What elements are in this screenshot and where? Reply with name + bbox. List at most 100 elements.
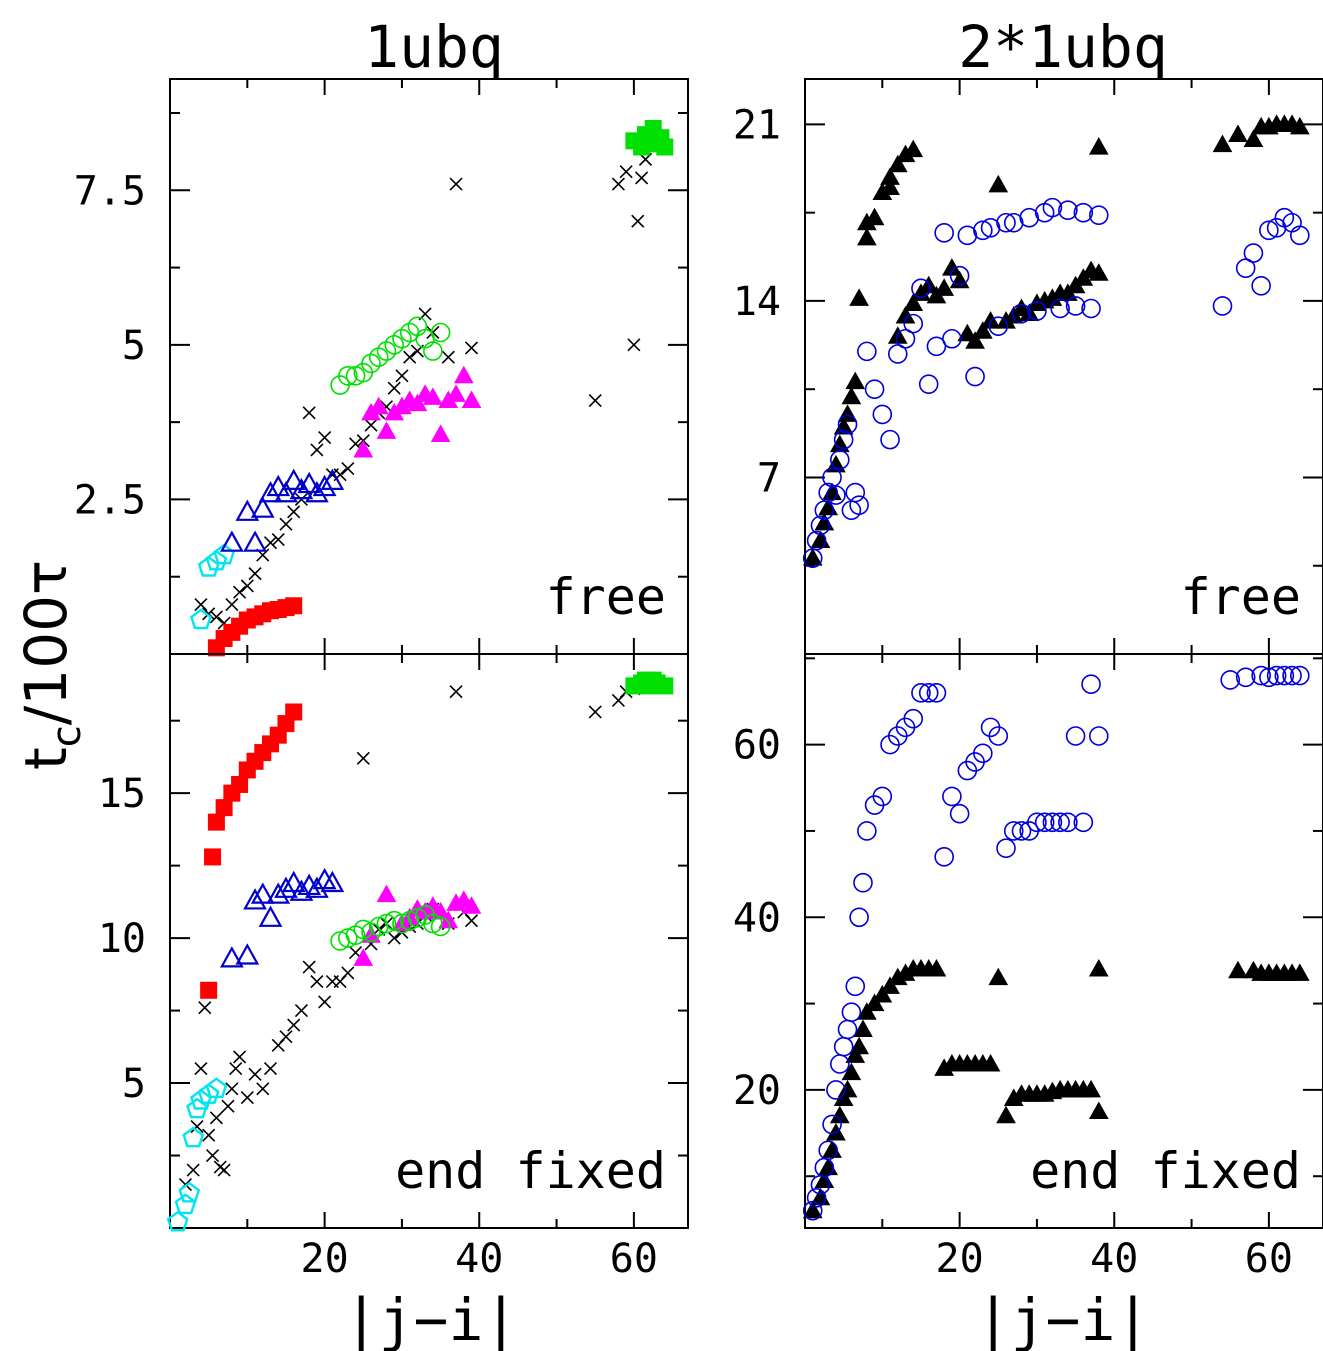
y-tick-label: 5 bbox=[122, 323, 146, 369]
data-point bbox=[430, 424, 451, 443]
data-point bbox=[1073, 202, 1094, 223]
data-point bbox=[289, 879, 314, 901]
data-point bbox=[849, 288, 869, 306]
data-point bbox=[1081, 298, 1101, 319]
data-point bbox=[189, 1088, 212, 1110]
data-point bbox=[464, 341, 479, 355]
data-point bbox=[243, 888, 267, 910]
data-point bbox=[864, 379, 885, 399]
data-point bbox=[864, 207, 885, 226]
data-point bbox=[841, 1002, 862, 1023]
data-point bbox=[903, 708, 924, 729]
data-point bbox=[263, 1061, 278, 1076]
data-point bbox=[190, 1119, 204, 1134]
data-point bbox=[903, 293, 924, 311]
data-point bbox=[1235, 258, 1256, 278]
data-point bbox=[1065, 726, 1086, 746]
data-point bbox=[802, 548, 823, 566]
x-tick-label: 40 bbox=[1090, 1236, 1138, 1282]
data-point bbox=[449, 685, 463, 699]
data-point bbox=[368, 347, 389, 368]
y-tick-label: 40 bbox=[733, 895, 781, 941]
y-axis-label-main: t bbox=[12, 747, 80, 770]
data-point bbox=[194, 597, 208, 612]
data-point bbox=[887, 154, 908, 173]
data-point bbox=[872, 984, 893, 1003]
data-point bbox=[320, 870, 345, 893]
data-point bbox=[202, 1128, 216, 1142]
data-point bbox=[1235, 667, 1256, 688]
series-7 bbox=[625, 119, 674, 156]
data-point bbox=[837, 1079, 858, 1098]
data-point bbox=[376, 421, 397, 439]
data-point bbox=[285, 703, 303, 721]
title-left: 1ubq bbox=[364, 13, 504, 81]
data-point bbox=[248, 567, 262, 581]
data-point bbox=[1251, 275, 1271, 296]
data-point bbox=[1251, 665, 1271, 686]
data-point bbox=[1266, 217, 1287, 238]
data-point bbox=[194, 1061, 208, 1076]
data-point bbox=[423, 913, 443, 934]
x-axis-label-right: |j−i| bbox=[976, 1286, 1151, 1351]
data-point bbox=[1050, 298, 1070, 319]
series-1 bbox=[194, 128, 656, 630]
data-point bbox=[353, 919, 374, 940]
data-point bbox=[856, 227, 877, 246]
data-point bbox=[837, 1019, 858, 1040]
data-point bbox=[656, 138, 674, 156]
data-point bbox=[810, 515, 831, 536]
data-point bbox=[217, 1163, 231, 1177]
data-point bbox=[1259, 667, 1279, 688]
data-point bbox=[942, 786, 962, 807]
data-point bbox=[988, 316, 1009, 336]
data-point bbox=[996, 1105, 1016, 1124]
data-point bbox=[631, 214, 645, 228]
data-point bbox=[918, 374, 939, 394]
data-point bbox=[619, 165, 633, 179]
data-point bbox=[1019, 207, 1040, 228]
data-point bbox=[588, 705, 602, 719]
data-point bbox=[818, 482, 838, 503]
data-point bbox=[980, 217, 1001, 238]
data-point bbox=[430, 916, 451, 937]
x-tick-label: 40 bbox=[455, 1236, 503, 1282]
data-point bbox=[384, 910, 405, 931]
data-point bbox=[430, 322, 451, 343]
panel-label: end fixed bbox=[1030, 1142, 1301, 1200]
data-point bbox=[826, 485, 846, 505]
data-point bbox=[186, 1163, 200, 1177]
data-point bbox=[872, 786, 893, 807]
data-point bbox=[806, 1187, 827, 1208]
data-point bbox=[1003, 821, 1024, 841]
data-point bbox=[438, 910, 459, 929]
data-point bbox=[853, 872, 873, 893]
data-point bbox=[1027, 812, 1047, 833]
data-point bbox=[1088, 1101, 1109, 1119]
series-5 bbox=[353, 365, 482, 458]
data-point bbox=[407, 393, 428, 412]
data-point bbox=[294, 1004, 308, 1018]
series-1 bbox=[178, 673, 664, 1192]
data-point bbox=[256, 1082, 270, 1096]
data-point bbox=[656, 677, 674, 695]
data-point bbox=[1058, 812, 1078, 833]
data-point bbox=[980, 311, 1001, 329]
data-point bbox=[1212, 134, 1233, 153]
data-point bbox=[209, 1111, 223, 1125]
data-point bbox=[841, 386, 862, 405]
data-point bbox=[857, 341, 877, 362]
data-point bbox=[1027, 301, 1047, 321]
data-point bbox=[197, 1083, 220, 1104]
data-point bbox=[957, 225, 978, 246]
data-point bbox=[611, 177, 625, 191]
y-tick-label: 7.5 bbox=[74, 168, 146, 214]
data-point bbox=[392, 328, 412, 349]
data-point bbox=[988, 967, 1009, 986]
y-tick-label: 20 bbox=[733, 1068, 781, 1114]
data-point bbox=[588, 393, 602, 408]
data-point bbox=[341, 966, 355, 980]
data-point bbox=[988, 726, 1009, 746]
y-tick-label: 15 bbox=[98, 771, 146, 817]
